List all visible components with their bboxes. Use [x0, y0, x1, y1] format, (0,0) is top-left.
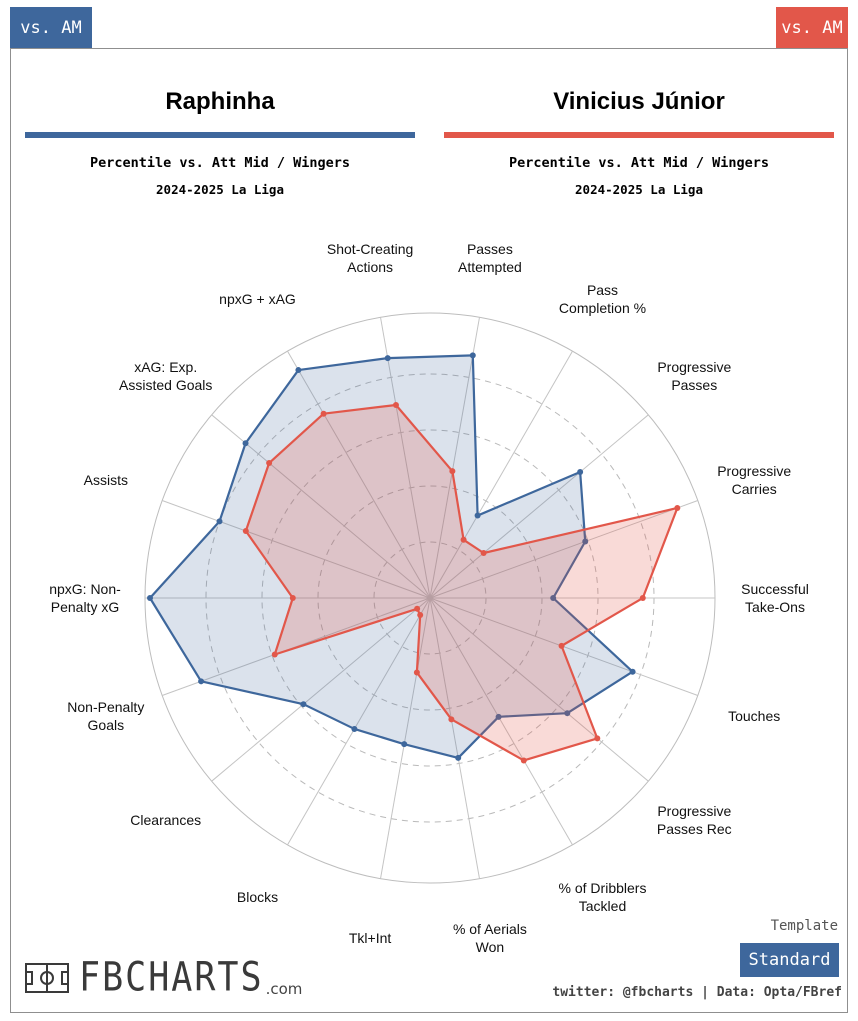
series-2-point — [449, 468, 456, 475]
player-2-subtitle: Percentile vs. Att Mid / Wingers — [508, 155, 770, 171]
category-label: Shot-Creating Actions — [327, 241, 413, 275]
category-label: Blocks — [237, 889, 278, 905]
series-1-point — [384, 355, 391, 362]
credit-text: twitter: @fbcharts | Data: Opta/FBref — [552, 985, 842, 1000]
series-2-point — [639, 595, 646, 601]
player-1-subtitle: Percentile vs. Att Mid / Wingers — [89, 155, 351, 171]
category-label: Successful Take-Ons — [741, 581, 809, 615]
series-2-point — [242, 527, 249, 534]
series-1-point — [629, 668, 636, 675]
series-1-point — [495, 713, 502, 720]
axis-spoke — [429, 597, 573, 846]
series-1-point — [582, 538, 589, 545]
series-2-point — [417, 611, 424, 618]
series-1-point — [474, 512, 481, 519]
category-label: Tkl+Int — [349, 930, 392, 946]
series-2-point — [271, 651, 278, 658]
series-2-point — [460, 536, 467, 543]
axis-spoke — [380, 317, 431, 599]
logo-text: FBCHARTS — [79, 955, 264, 1001]
series-1-point — [564, 710, 571, 717]
category-label: npxG: Non-Penalty xG — [49, 581, 121, 615]
logo-suffix: .com — [265, 980, 303, 998]
category-label: Progressive Carries — [717, 463, 791, 497]
pitch-icon — [25, 963, 69, 993]
series-1-point — [242, 440, 249, 447]
template-standard-button[interactable]: Standard — [740, 943, 839, 977]
axis-spoke — [287, 597, 431, 846]
player-1-underline — [25, 132, 415, 138]
player-1-name: Raphinha — [165, 88, 275, 115]
category-label: Assists — [84, 472, 128, 488]
series-1-point — [216, 518, 223, 525]
category-label: npxG + xAG — [219, 291, 296, 307]
series-2-point — [448, 716, 455, 723]
category-label: % of Aerials Won — [453, 921, 527, 955]
series-2-point — [480, 550, 487, 557]
category-label: xAG: Exp. Assisted Goals — [119, 359, 212, 393]
series-1-point — [550, 595, 557, 601]
axis-spoke — [429, 597, 480, 879]
series-1-point — [469, 352, 476, 359]
category-label: Passes Attempted — [458, 241, 522, 275]
player-2-underline — [444, 132, 834, 138]
category-label: Non-Penalty Goals — [67, 699, 144, 733]
axis-spoke — [429, 414, 649, 599]
category-label: Pass Completion % — [559, 282, 646, 316]
series-1-point — [300, 701, 307, 708]
vs-am-left-button[interactable]: vs. AM — [10, 7, 92, 49]
axis-spoke — [429, 317, 480, 599]
vs-am-right-button[interactable]: vs. AM — [776, 7, 848, 49]
series-1-point — [577, 469, 584, 476]
series-2-point — [558, 642, 565, 649]
series-2-point — [594, 735, 601, 742]
series-1-point — [455, 754, 462, 761]
series-2-point — [520, 757, 527, 764]
series-2-point — [392, 401, 399, 408]
category-label: Progressive Passes — [657, 359, 731, 393]
series-1-point — [351, 725, 358, 732]
series-1-point — [198, 678, 205, 685]
axis-spoke — [380, 597, 431, 879]
series-1-point — [147, 595, 153, 601]
series-2-point — [674, 504, 681, 511]
series-2-point — [413, 669, 420, 676]
axis-spoke — [211, 597, 431, 782]
player-1-season: 2024-2025 La Liga — [156, 182, 284, 197]
category-label: Progressive Passes Rec — [657, 803, 732, 837]
player-2-name: Vinicius Júnior — [553, 88, 725, 115]
category-label: % of Dribblers Tackled — [559, 880, 647, 914]
series-2-point — [266, 460, 273, 467]
category-label: Clearances — [130, 812, 201, 828]
series-1-point — [295, 367, 302, 374]
template-label: Template — [770, 918, 838, 934]
axis-spoke — [429, 597, 649, 782]
series-1-point — [401, 741, 408, 748]
axis-spoke — [429, 500, 698, 599]
series-2-point — [414, 605, 421, 612]
series-2-point — [289, 595, 296, 601]
series-2-point — [320, 410, 327, 417]
player-2-season: 2024-2025 La Liga — [575, 182, 703, 197]
category-label: Touches — [728, 708, 780, 724]
axis-spoke — [211, 414, 431, 599]
axis-spoke — [287, 350, 431, 599]
chart-frame — [10, 48, 848, 1013]
axis-spoke — [429, 350, 573, 599]
axis-spoke — [162, 500, 431, 599]
fbcharts-logo: FBCHARTS .com — [25, 955, 302, 1001]
